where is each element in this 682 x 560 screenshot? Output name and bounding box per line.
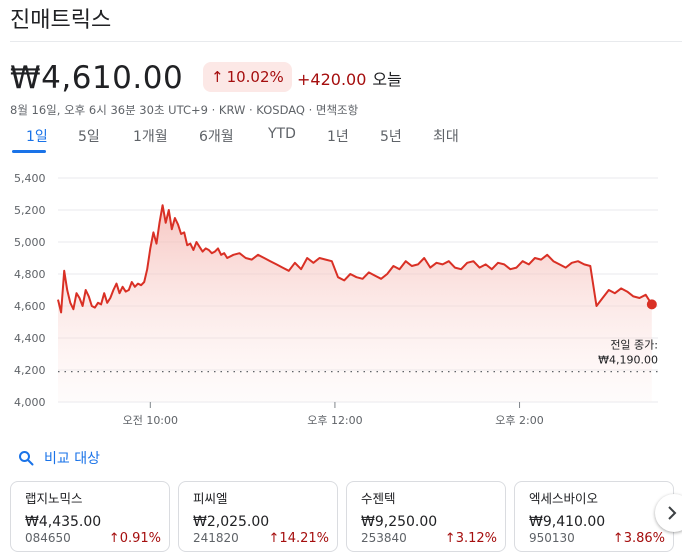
last-price-dot: [646, 299, 657, 310]
change-absolute-value: +420.00: [297, 70, 367, 89]
chevron-right-icon: [668, 506, 677, 520]
card-code: 084650: [25, 531, 71, 545]
price-line: [57, 204, 653, 314]
price-area-fill: [58, 205, 652, 402]
card-price: ₩9,250.00: [361, 514, 438, 530]
change-period: 오늘: [372, 70, 402, 89]
tab-max[interactable]: 최대: [433, 129, 459, 145]
card-price: ₩2,025.00: [193, 514, 270, 530]
x-tick-label: 오후 2:00: [495, 414, 543, 427]
card-change-value: 3.86%: [623, 531, 665, 546]
arrow-up-icon: ↑: [108, 531, 120, 546]
card-change: ↑3.12%: [445, 531, 497, 546]
compare-label: 비교 대상: [44, 451, 100, 467]
tab-ytd[interactable]: YTD: [268, 126, 296, 142]
tab-1y[interactable]: 1년: [327, 129, 349, 145]
previous-close-label: 전일 종가:: [610, 338, 658, 352]
card-change-value: 3.12%: [455, 531, 497, 546]
card-price: ₩9,410.00: [529, 514, 606, 530]
active-tab-indicator: [12, 150, 46, 153]
change-percent-value: 10.02%: [226, 68, 284, 86]
price-chart[interactable]: 5,400 5,200 5,000 4,800 4,600 4,400 4,200 4,000…: [0, 160, 682, 430]
y-tick-label: 4,800: [14, 268, 46, 281]
related-stock-card[interactable]: 피씨엘 ₩2,025.00 241820 ↑14.21%: [178, 481, 338, 552]
card-name: 랩지노믹스: [25, 491, 83, 506]
change-percent-badge: ↑ 10.02%: [203, 62, 292, 92]
card-price: ₩4,435.00: [25, 514, 102, 530]
tab-6m[interactable]: 6개월: [199, 129, 234, 145]
next-cards-button[interactable]: [655, 494, 682, 532]
arrow-up-icon: ↑: [612, 531, 624, 546]
y-tick-label: 4,600: [14, 300, 46, 313]
y-tick-label: 5,200: [14, 204, 46, 217]
tab-5d[interactable]: 5일: [78, 129, 100, 145]
arrow-up-icon: ↑: [268, 531, 280, 546]
tab-1d[interactable]: 1일: [26, 129, 48, 145]
card-code: 241820: [193, 531, 239, 545]
card-change-value: 14.21%: [279, 531, 329, 546]
related-stock-card[interactable]: 엑세스바이오 ₩9,410.00 950130 ↑3.86%: [514, 481, 674, 552]
related-stock-card[interactable]: 랩지노믹스 ₩4,435.00 084650 ↑0.91%: [10, 481, 170, 552]
card-change-value: 0.91%: [119, 531, 161, 546]
y-axis: 5,400 5,200 5,000 4,800 4,600 4,400 4,200 4,000: [14, 172, 46, 409]
card-code: 253840: [361, 531, 407, 545]
tab-1m[interactable]: 1개월: [133, 129, 168, 145]
y-tick-label: 4,000: [14, 396, 46, 409]
y-tick-label: 4,400: [14, 332, 46, 345]
y-tick-label: 5,400: [14, 172, 46, 185]
y-tick-label: 4,200: [14, 364, 46, 377]
tab-5y[interactable]: 5년: [380, 129, 402, 145]
x-tick-label: 오전 10:00: [123, 414, 178, 427]
stock-title: 진매트릭스: [10, 8, 112, 33]
change-absolute: +420.00 오늘: [297, 66, 402, 90]
quote-meta: 8월 16일, 오후 6시 36분 30초 UTC+9 · KRW · KOSD…: [10, 103, 359, 117]
search-icon: [19, 451, 34, 466]
card-name: 엑세스바이오: [529, 491, 599, 506]
x-tick-label: 오후 12:00: [307, 414, 362, 427]
title-divider: [10, 41, 682, 42]
card-change: ↑14.21%: [269, 531, 329, 546]
card-change: ↑0.91%: [109, 531, 161, 546]
previous-close-value: ₩4,190.00: [598, 354, 658, 367]
current-price: ₩4,610.00: [10, 60, 184, 96]
compare-button[interactable]: 비교 대상: [18, 448, 100, 468]
card-code: 950130: [529, 531, 575, 545]
y-tick-label: 5,000: [14, 236, 46, 249]
x-axis: 오전 10:00 오후 12:00 오후 2:00: [123, 402, 544, 427]
arrow-up-icon: ↑: [211, 68, 224, 86]
card-name: 피씨엘: [193, 491, 228, 506]
card-change: ↑3.86%: [613, 531, 665, 546]
card-name: 수젠텍: [361, 491, 396, 506]
arrow-up-icon: ↑: [444, 531, 456, 546]
related-stock-card[interactable]: 수젠텍 ₩9,250.00 253840 ↑3.12%: [346, 481, 506, 552]
